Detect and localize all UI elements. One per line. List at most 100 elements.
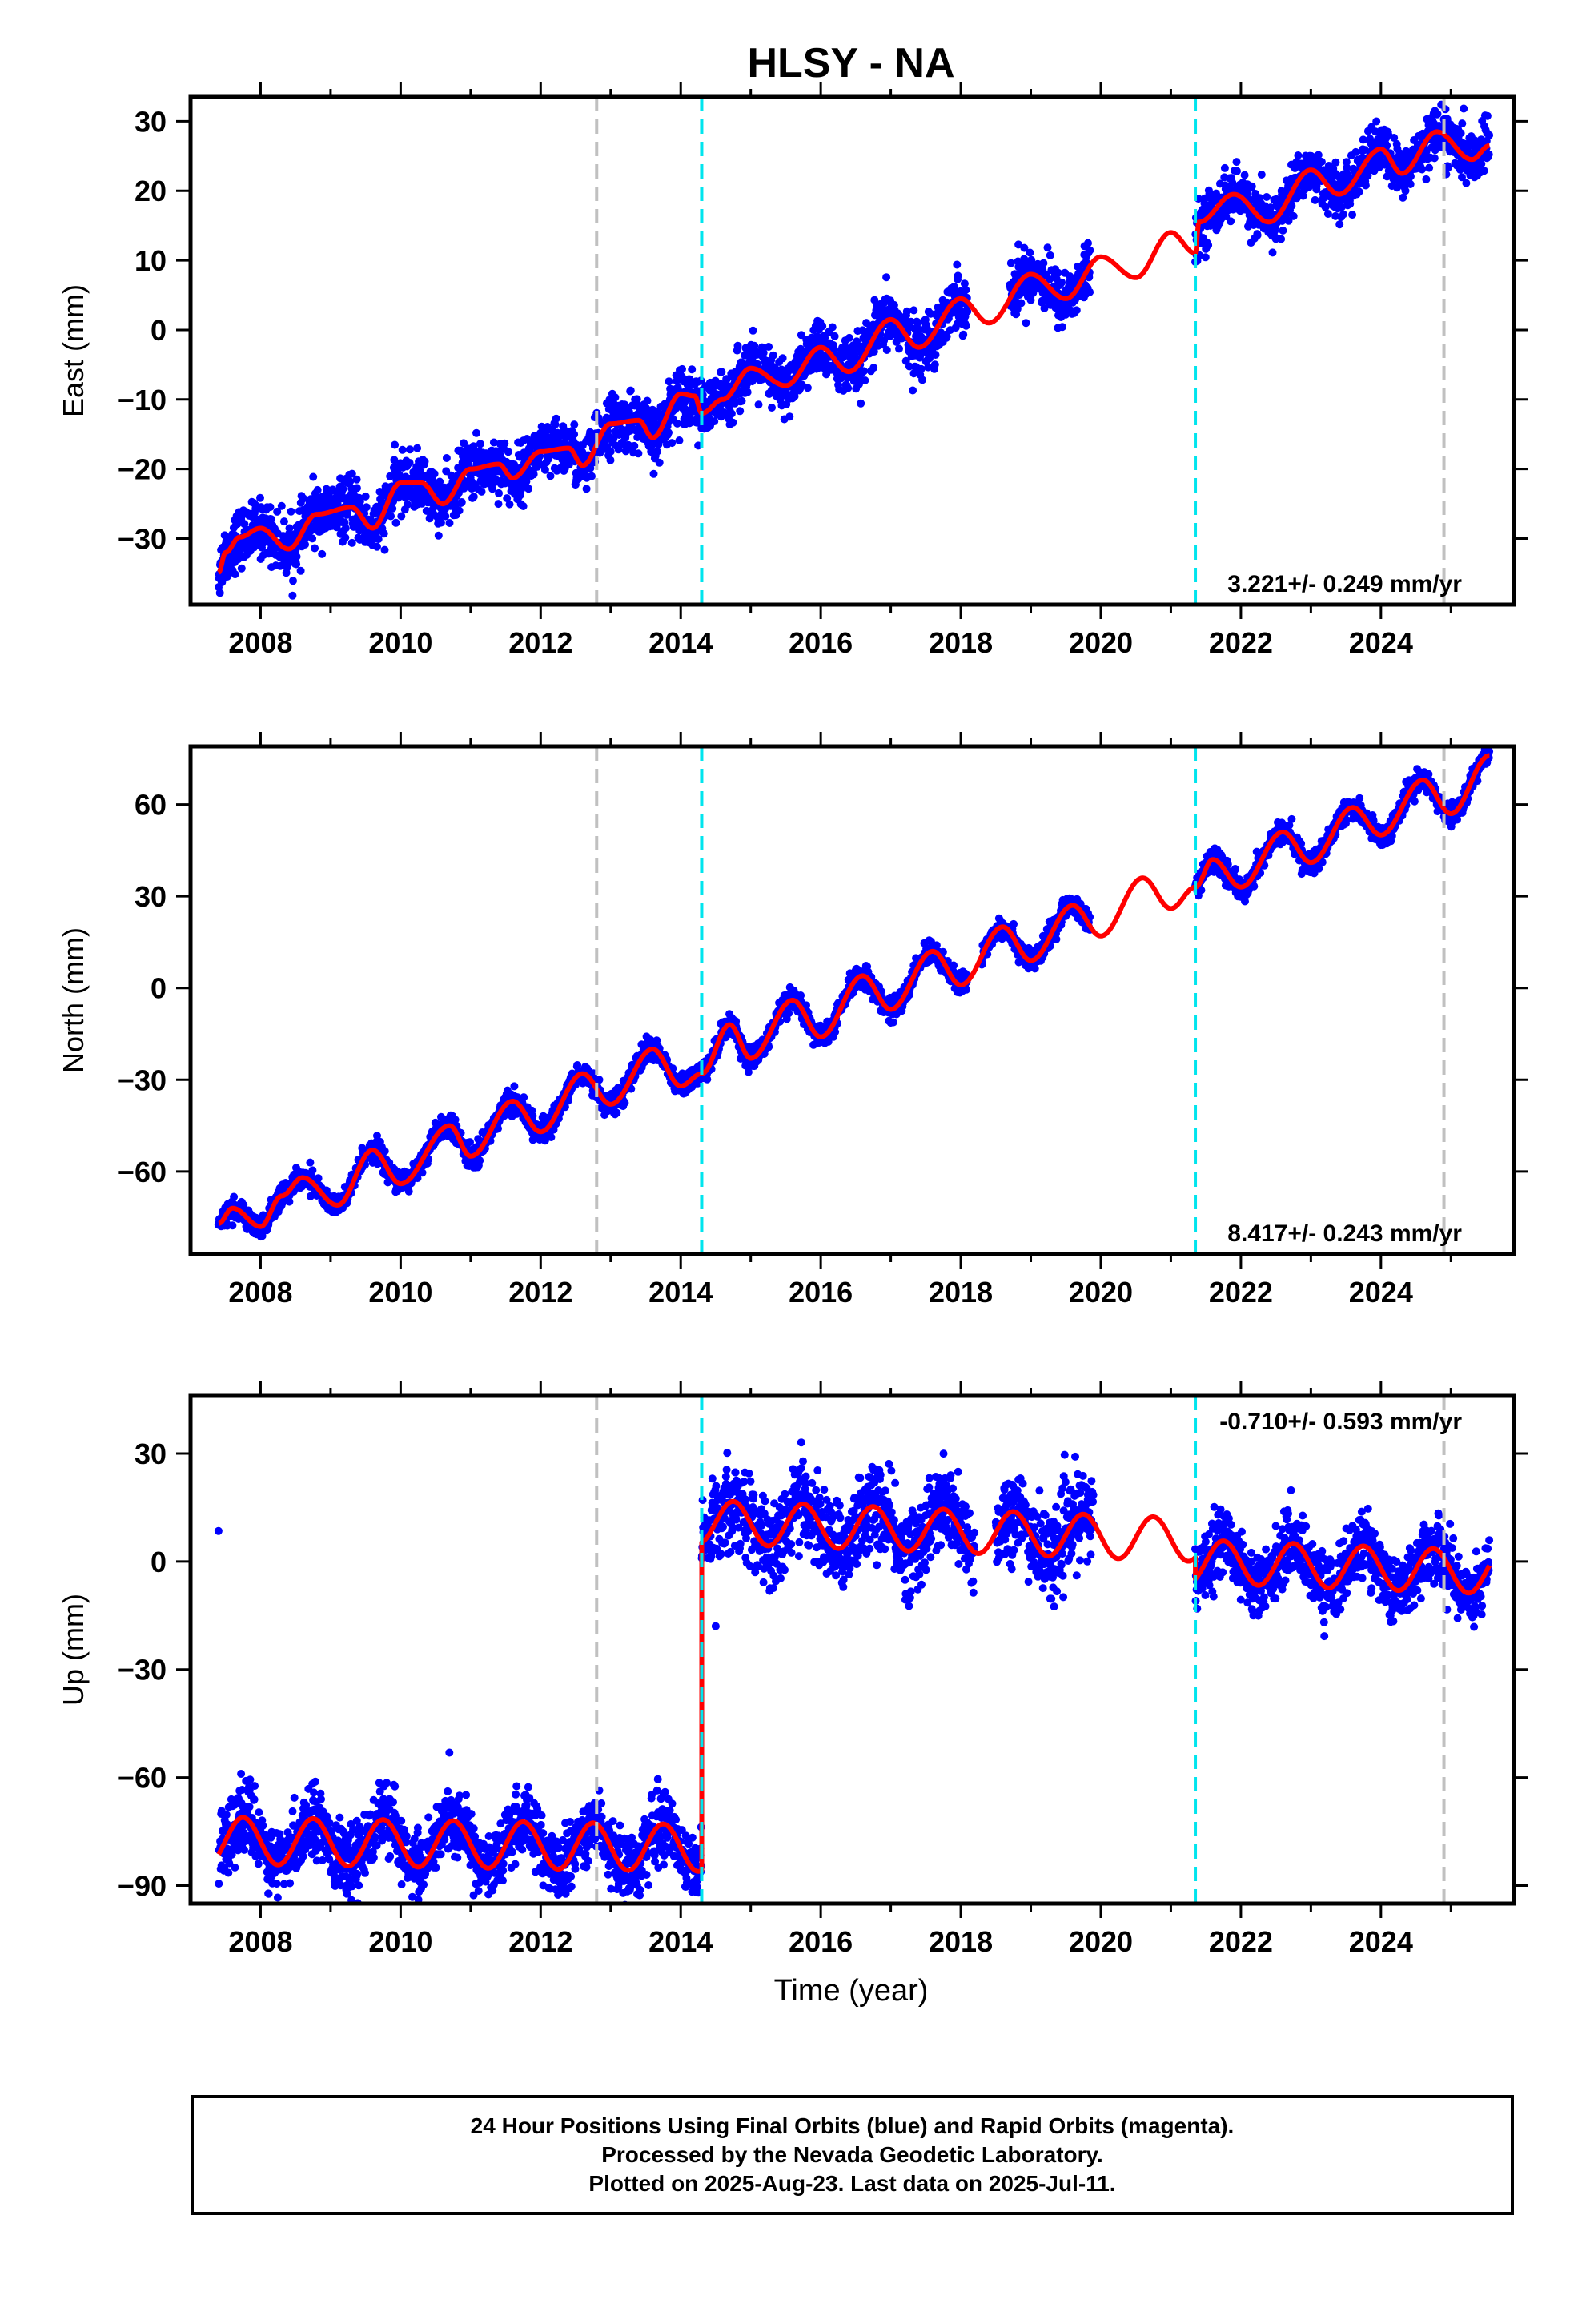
data-point (500, 439, 509, 448)
data-point (675, 436, 684, 444)
data-point (1401, 187, 1410, 195)
data-point (380, 1147, 389, 1156)
data-point (570, 420, 579, 429)
data-point (606, 447, 615, 456)
data-point (296, 566, 305, 575)
data-point (765, 343, 773, 351)
data-point (1022, 319, 1030, 328)
data-point (1006, 259, 1015, 267)
data-point (1247, 182, 1256, 191)
data-point (1355, 187, 1363, 196)
data-point (917, 364, 926, 373)
data-point (391, 440, 400, 449)
data-point (504, 448, 512, 456)
y-tick-label: −30 (118, 522, 167, 555)
data-point (379, 529, 388, 538)
data-point (546, 472, 555, 480)
data-point (1294, 151, 1303, 159)
data-point (1227, 217, 1235, 226)
data-point (909, 306, 918, 315)
data-point (1084, 239, 1092, 247)
data-point (1058, 323, 1066, 332)
data-point (642, 404, 650, 412)
data-point (308, 1166, 317, 1175)
data-point (624, 408, 633, 416)
data-point (736, 407, 745, 416)
data-point (503, 494, 512, 503)
data-point (1361, 181, 1370, 190)
data-point (469, 442, 478, 451)
data-point (386, 472, 395, 480)
x-tick-label: 2010 (368, 626, 432, 659)
data-point (404, 1187, 413, 1196)
data-point (355, 497, 364, 506)
data-point (778, 354, 787, 363)
data-point (1348, 211, 1357, 219)
data-point (918, 376, 926, 384)
data-point (1477, 159, 1486, 168)
data-point (341, 524, 350, 533)
data-point (727, 409, 736, 418)
x-tick-label: 2020 (1069, 626, 1133, 659)
data-point (231, 570, 239, 579)
plot-area (214, 746, 1494, 1241)
data-point (494, 500, 503, 509)
y-tick-label: −20 (118, 453, 167, 486)
data-point (287, 507, 295, 516)
data-point (279, 517, 288, 526)
data-point (434, 531, 443, 540)
data-point (457, 498, 466, 506)
data-point (540, 465, 549, 474)
data-point (313, 485, 322, 494)
data-point (1456, 129, 1465, 138)
data-point (374, 535, 383, 544)
data-point (678, 364, 686, 373)
data-point (418, 1168, 427, 1177)
data-point (476, 440, 484, 448)
data-point (469, 493, 478, 501)
data-point (339, 485, 347, 493)
data-point (909, 386, 917, 395)
y-tick-label: 10 (135, 244, 167, 277)
data-point (387, 512, 396, 521)
data-point (1480, 167, 1488, 175)
data-point (420, 457, 429, 466)
data-point (688, 365, 697, 374)
data-point (1406, 180, 1415, 188)
data-point (717, 368, 726, 376)
data-point (445, 519, 454, 527)
data-point (953, 260, 962, 269)
data-point (1220, 163, 1229, 172)
data-point (314, 1174, 323, 1183)
data-point (230, 1192, 239, 1201)
data-point (1458, 119, 1467, 128)
data-point (962, 286, 970, 294)
data-point (1058, 278, 1066, 287)
data-point (931, 351, 940, 359)
x-tick-label: 2016 (789, 626, 853, 659)
data-point (520, 1093, 528, 1102)
data-point (256, 493, 264, 502)
data-point (1201, 253, 1210, 262)
x-tick-label: 2012 (508, 626, 572, 659)
data-point (430, 469, 439, 478)
data-point (398, 445, 407, 454)
data-point (655, 458, 664, 467)
data-point (1086, 287, 1094, 296)
data-point (665, 377, 673, 386)
data-point (869, 364, 878, 372)
data-point (749, 326, 757, 335)
data-point (634, 449, 643, 458)
data-point (1039, 259, 1048, 267)
data-point (318, 549, 327, 558)
data-point (1335, 220, 1344, 229)
data-point (803, 384, 812, 392)
data-point (830, 332, 839, 340)
data-point (1046, 251, 1054, 259)
data-point (612, 1108, 621, 1117)
data-point (626, 386, 635, 395)
data-point (397, 512, 406, 521)
data-point (1289, 211, 1298, 220)
data-point (962, 321, 970, 330)
data-point (237, 564, 246, 573)
